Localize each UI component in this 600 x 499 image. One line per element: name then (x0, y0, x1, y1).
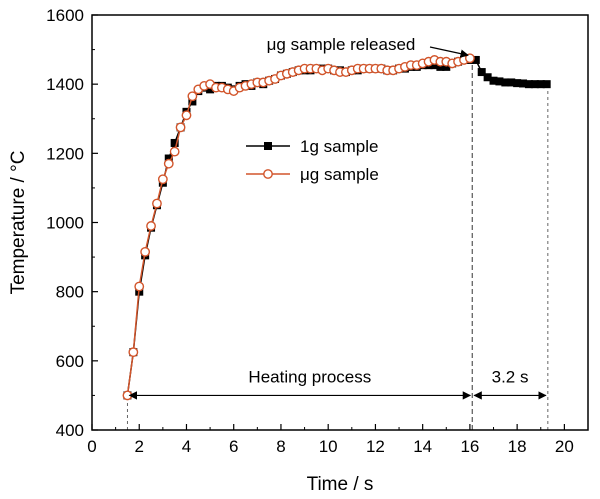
guide-lines (126, 58, 549, 430)
data-point-ug (187, 91, 198, 102)
y-tick-label: 1000 (46, 214, 84, 233)
series-line-ug (126, 57, 471, 396)
data-point-ug (169, 146, 180, 157)
x-tick-label: 8 (276, 437, 285, 456)
data-point-1g (513, 79, 522, 88)
tick-marks: 0 2 4 6 8 10 12 14 16 18 20 400 600 800 1000 1200 1400 16… (46, 6, 574, 456)
x-tick-label: 6 (229, 437, 238, 456)
release-annotation-arrow (429, 46, 469, 58)
annotations: μg sample released Heating process 3.2 s (128, 35, 547, 400)
y-tick-label: 400 (56, 421, 84, 440)
x-tick-label: 4 (182, 437, 191, 456)
data-point-ug (134, 281, 145, 292)
data-point-1g (519, 79, 528, 88)
data-point-ug (181, 110, 192, 121)
data-point-1g (530, 80, 539, 89)
x-tick-label: 12 (366, 437, 385, 456)
data-point-1g (489, 76, 498, 85)
data-point-1g (164, 154, 173, 163)
data-point-ug (163, 158, 174, 169)
heating-process-label: Heating process (248, 367, 371, 386)
y-axis-title: Temperature / °C (8, 151, 29, 295)
data-point-1g (536, 80, 545, 89)
x-axis-title: Time / s (307, 474, 374, 495)
data-point-1g (206, 85, 215, 94)
y-tick-label: 1200 (46, 144, 84, 163)
data-point-1g (430, 61, 439, 70)
x-tick-label: 10 (319, 437, 338, 456)
data-point-1g (483, 73, 492, 82)
series-layer (122, 53, 551, 401)
data-point-1g (477, 68, 486, 77)
data-point-ug (128, 347, 139, 358)
data-point-1g (442, 62, 451, 71)
duration-label: 3.2 s (492, 367, 529, 386)
data-point-1g (542, 80, 551, 89)
data-point-1g (495, 77, 504, 86)
x-tick-label: 20 (555, 437, 574, 456)
legend-label-ug: μg sample (300, 165, 379, 184)
x-tick-label: 18 (508, 437, 527, 456)
data-point-ug (157, 174, 168, 185)
legend-marker-1g (264, 142, 272, 150)
y-tick-label: 800 (56, 283, 84, 302)
data-point-1g (436, 62, 445, 71)
data-point-ug (175, 122, 186, 133)
x-tick-label: 14 (413, 437, 432, 456)
legend-label-1g: 1g sample (300, 137, 378, 156)
x-tick-label: 16 (460, 437, 479, 456)
data-point-1g (188, 97, 197, 106)
data-point-1g (170, 138, 179, 147)
data-point-1g (507, 78, 516, 87)
x-tick-label: 2 (135, 437, 144, 456)
data-point-ug (140, 246, 151, 257)
data-point-ug (152, 198, 162, 209)
data-point-1g (471, 55, 480, 64)
data-point-1g (501, 78, 510, 87)
y-tick-label: 1400 (46, 75, 84, 94)
release-annotation-label: μg sample released (267, 35, 416, 54)
data-point-1g (524, 80, 533, 89)
y-tick-label: 1600 (46, 6, 84, 25)
x-tick-label: 0 (87, 437, 96, 456)
data-point-ug (146, 221, 156, 231)
y-tick-label: 600 (56, 352, 84, 371)
legend-marker-ug (263, 169, 273, 179)
legend: 1g sample μg sample (246, 137, 379, 184)
